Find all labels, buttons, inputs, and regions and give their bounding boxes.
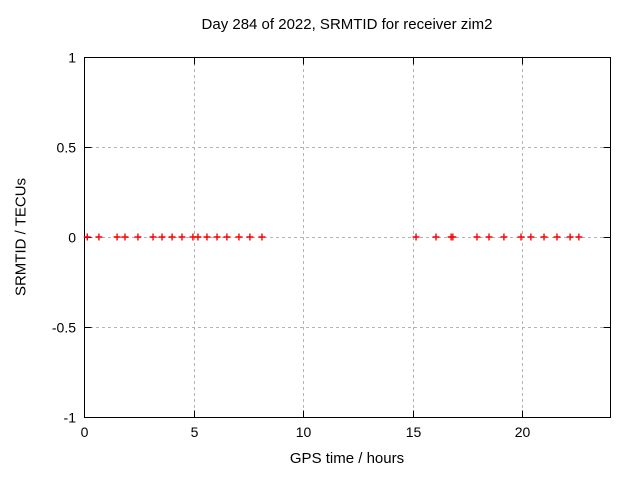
data-point-marker xyxy=(213,233,221,241)
data-point-marker xyxy=(566,233,574,241)
data-point-marker xyxy=(246,233,254,241)
data-point-marker xyxy=(95,233,103,241)
chart-title: Day 284 of 2022, SRMTID for receiver zim… xyxy=(201,16,493,33)
x-tick-label: 20 xyxy=(515,424,531,440)
data-point-marker xyxy=(223,233,231,241)
y-tick-label: -0.5 xyxy=(52,320,76,336)
data-point-marker xyxy=(134,233,142,241)
data-point-marker xyxy=(149,233,157,241)
y-axis-label: SRMTID / TECUs xyxy=(12,177,30,297)
data-point-marker xyxy=(168,233,176,241)
data-point-marker xyxy=(553,233,561,241)
data-point-marker xyxy=(449,233,457,241)
data-point-marker xyxy=(258,233,266,241)
x-tick-label: 5 xyxy=(191,424,199,440)
data-point-marker xyxy=(527,233,535,241)
data-point-marker xyxy=(203,233,211,241)
x-tick-label: 15 xyxy=(406,424,422,440)
y-tick-label: 0.5 xyxy=(57,140,77,156)
data-point-marker xyxy=(412,233,420,241)
data-point-marker xyxy=(83,233,91,241)
data-point-marker xyxy=(473,233,481,241)
data-point-marker xyxy=(517,233,525,241)
data-point-marker xyxy=(575,233,583,241)
data-point-marker xyxy=(500,233,508,241)
data-point-marker xyxy=(113,233,121,241)
data-point-marker xyxy=(540,233,548,241)
data-point-marker xyxy=(178,233,186,241)
x-tick-label: 10 xyxy=(296,424,312,440)
data-point-marker xyxy=(485,233,493,241)
x-axis-label: GPS time / hours xyxy=(289,450,405,467)
y-tick-label: -1 xyxy=(64,410,77,426)
data-point-marker xyxy=(158,233,166,241)
data-point-marker xyxy=(235,233,243,241)
x-tick-label: 0 xyxy=(81,424,89,440)
data-point-marker xyxy=(194,233,202,241)
y-tick-label: 1 xyxy=(68,50,76,66)
y-tick-label: 0 xyxy=(68,230,76,246)
data-point-marker xyxy=(432,233,440,241)
data-point-marker xyxy=(121,233,129,241)
